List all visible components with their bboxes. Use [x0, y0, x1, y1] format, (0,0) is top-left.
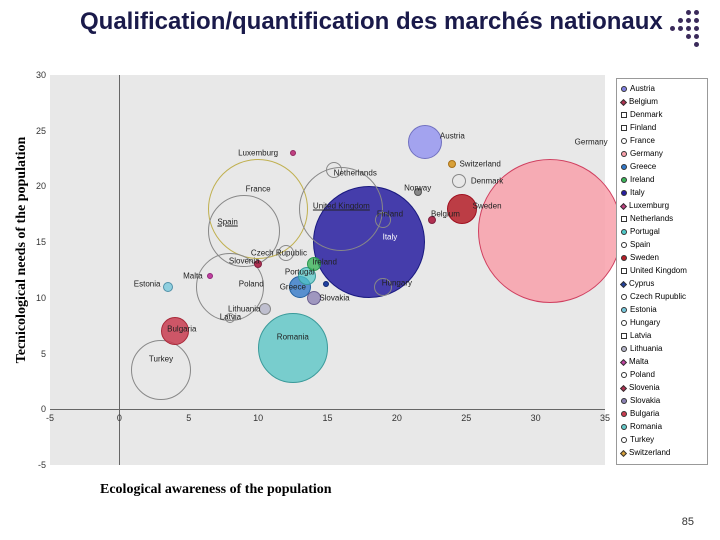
- legend-item: Malta: [621, 356, 703, 368]
- ytick: 10: [22, 293, 46, 303]
- bubble-chart: -5051015202530-505101520253035GermanyIta…: [50, 75, 605, 465]
- bubble-label: Finland: [377, 210, 403, 219]
- legend-item: Austria: [621, 83, 703, 95]
- bubble-label: Ireland: [312, 258, 336, 267]
- bubble-denmark: [452, 174, 466, 188]
- ytick: 20: [22, 181, 46, 191]
- bubble-label: Malta: [183, 271, 203, 280]
- legend: AustriaBelgiumDenmarkFinlandFranceGerman…: [616, 78, 708, 465]
- bubble-switzerland: [448, 160, 456, 168]
- xtick: 15: [322, 413, 332, 423]
- bubble-austria: [408, 125, 442, 159]
- xtick: -5: [46, 413, 54, 423]
- legend-item: Cyprus: [621, 278, 703, 290]
- xtick: 30: [531, 413, 541, 423]
- legend-item: Finland: [621, 122, 703, 134]
- bubble-label: Bulgaria: [167, 325, 196, 334]
- legend-item: Hungary: [621, 317, 703, 329]
- legend-item: United Kingdom: [621, 265, 703, 277]
- bubble-luxemburg: [290, 150, 296, 156]
- bubble-estonia: [163, 282, 173, 292]
- bubble-label: Greece: [280, 282, 306, 291]
- bubble-label: Netherlands: [334, 169, 377, 178]
- legend-item: Slovakia: [621, 395, 703, 407]
- bubble-lithuania: [259, 303, 271, 315]
- ytick: 30: [22, 70, 46, 80]
- ytick: 0: [22, 404, 46, 414]
- xtick: 25: [461, 413, 471, 423]
- bubble-label: Norway: [404, 183, 431, 192]
- legend-item: Portugal: [621, 226, 703, 238]
- ytick: 25: [22, 126, 46, 136]
- xtick: 5: [186, 413, 191, 423]
- bubble-label: Luxemburg: [238, 149, 278, 158]
- legend-item: Lithuania: [621, 343, 703, 355]
- legend-item: Romania: [621, 421, 703, 433]
- bubble-malta: [207, 273, 213, 279]
- legend-item: Germany: [621, 148, 703, 160]
- bubble-cyprus: [323, 281, 329, 287]
- logo-dots: [664, 10, 702, 48]
- legend-item: Bulgaria: [621, 408, 703, 420]
- legend-item: Estonia: [621, 304, 703, 316]
- legend-item: Slovenia: [621, 382, 703, 394]
- legend-item: Greece: [621, 161, 703, 173]
- bubble-label: Switzerland: [459, 160, 500, 169]
- legend-item: France: [621, 135, 703, 147]
- legend-item: Poland: [621, 369, 703, 381]
- bubble-romania: [258, 313, 328, 383]
- bubble-label: Denmark: [471, 176, 503, 185]
- bubble-label: Latvia: [220, 312, 241, 321]
- xtick: 35: [600, 413, 610, 423]
- legend-item: Czech Rupublic: [621, 291, 703, 303]
- legend-item: Denmark: [621, 109, 703, 121]
- legend-item: Switzerland: [621, 447, 703, 459]
- bubble-label: Italy: [383, 232, 398, 241]
- xtick: 0: [117, 413, 122, 423]
- legend-item: Luxemburg: [621, 200, 703, 212]
- bubble-label: Hungary: [382, 279, 412, 288]
- bubble-label: United Kingdom: [313, 202, 370, 211]
- legend-item: Ireland: [621, 174, 703, 186]
- bubble-turkey: [131, 340, 191, 400]
- bubble-label: Turkey: [149, 355, 173, 364]
- ytick: -5: [22, 460, 46, 470]
- bubble-label: Estonia: [134, 280, 161, 289]
- bubble-label: Slovenia: [229, 257, 260, 266]
- bubble-label: Belgium: [431, 210, 460, 219]
- legend-item: Latvia: [621, 330, 703, 342]
- bubble-label: Austria: [440, 132, 465, 141]
- slide-title: Qualification/quantification des marchés…: [80, 8, 663, 37]
- legend-item: Italy: [621, 187, 703, 199]
- ytick: 15: [22, 237, 46, 247]
- bubble-label: France: [246, 184, 271, 193]
- legend-item: Netherlands: [621, 213, 703, 225]
- legend-item: Belgium: [621, 96, 703, 108]
- legend-item: Turkey: [621, 434, 703, 446]
- legend-item: Sweden: [621, 252, 703, 264]
- xtick: 20: [392, 413, 402, 423]
- bubble-label: Romania: [277, 332, 309, 341]
- bubble-label: Spain: [217, 218, 237, 227]
- legend-item: Spain: [621, 239, 703, 251]
- bubble-label: Germany: [575, 137, 608, 146]
- bubble-label: Portugal: [285, 268, 315, 277]
- bubble-label: Sweden: [473, 202, 502, 211]
- bubble-label: Slovakia: [319, 293, 349, 302]
- bubble-label: Poland: [239, 280, 264, 289]
- ytick: 5: [22, 349, 46, 359]
- page-number: 85: [682, 516, 694, 528]
- xtick: 10: [253, 413, 263, 423]
- x-axis-label: Ecological awareness of the population: [100, 482, 332, 498]
